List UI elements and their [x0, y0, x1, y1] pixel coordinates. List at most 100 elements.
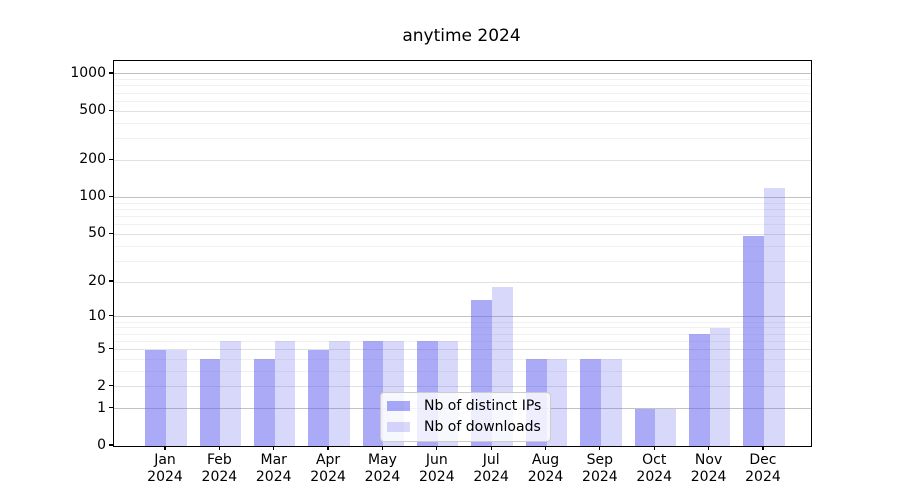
y-tick-label-5: 5 [97, 340, 106, 357]
gridline-200 [114, 159, 811, 161]
gridline-7 [114, 333, 811, 335]
x-tick-dec [762, 446, 764, 450]
gridline-30 [114, 260, 811, 262]
gridline-900 [114, 79, 811, 81]
x-tick-feb [218, 446, 220, 450]
bar-distinct-ips-dec [743, 236, 764, 446]
y-tick-label-100: 100 [79, 188, 106, 205]
bar-distinct-ips-oct [634, 408, 656, 446]
chart-title: anytime 2024 [402, 26, 521, 46]
plot-area [113, 60, 812, 447]
y-tick-label-2: 2 [97, 377, 106, 394]
y-tick-label-20: 20 [88, 273, 106, 290]
gridline-80 [114, 208, 811, 210]
x-tick-may [381, 446, 384, 450]
bar-distinct-ips-nov [688, 334, 710, 446]
x-tick-label-dec: Dec 2024 [745, 452, 781, 485]
bar-downloads-aug [546, 359, 568, 446]
x-tick-mar [273, 446, 275, 450]
bar-distinct-ips-apr [308, 349, 330, 446]
legend-label-downloads: Nb of downloads [424, 419, 541, 435]
x-tick-sep [599, 446, 601, 450]
bar-downloads-jan [166, 349, 187, 446]
legend-swatch-distinct-ips-icon [387, 401, 410, 411]
gridline-5 [114, 349, 811, 350]
x-tick-jun [436, 446, 438, 450]
x-tick-label-apr: Apr 2024 [310, 452, 346, 485]
y-tick-0 [108, 444, 113, 446]
y-tick-50 [108, 232, 113, 234]
legend-item-distinct-ips: Nb of distinct IPs [387, 398, 541, 414]
gridline-500 [114, 110, 811, 112]
gridline-4 [114, 358, 811, 360]
gridline-1000 [114, 73, 811, 75]
legend-item-downloads: Nb of downloads [387, 419, 541, 435]
bar-downloads-sep [600, 359, 622, 446]
gridline-400 [114, 122, 811, 124]
gridline-300 [114, 138, 811, 140]
gridline-800 [114, 85, 811, 87]
bar-downloads-apr [329, 341, 350, 446]
bar-distinct-ips-sep [580, 359, 601, 446]
bar-distinct-ips-jan [145, 349, 166, 446]
x-tick-apr [327, 446, 329, 450]
gridline-100 [114, 196, 811, 198]
x-tick-jan [164, 446, 166, 450]
x-tick-label-sep: Sep 2024 [582, 452, 618, 485]
y-tick-500 [108, 109, 113, 111]
x-tick-aug [544, 446, 547, 450]
x-tick-label-may: May 2024 [364, 452, 401, 485]
x-tick-label-jul: Jul 2024 [473, 452, 509, 485]
bar-distinct-ips-may [362, 341, 384, 446]
gridline-60 [114, 224, 811, 226]
x-tick-label-aug: Aug 2024 [527, 452, 564, 485]
x-tick-oct [653, 446, 655, 450]
gridline-3 [114, 370, 811, 372]
y-tick-label-200: 200 [79, 151, 106, 168]
bar-downloads-oct [655, 408, 676, 446]
gridline-700 [114, 92, 811, 94]
x-tick-jul [490, 446, 492, 450]
x-tick-nov [708, 446, 710, 450]
y-tick-1000 [108, 72, 113, 74]
gridline-70 [114, 215, 811, 217]
x-tick-label-nov: Nov 2024 [690, 452, 727, 485]
bar-distinct-ips-feb [199, 359, 221, 446]
y-tick-100 [108, 195, 113, 198]
x-tick-label-feb: Feb 2024 [201, 452, 238, 485]
x-tick-label-jun: Jun 2024 [418, 452, 455, 485]
y-tick-label-1: 1 [97, 399, 106, 416]
gridline-50 [114, 233, 811, 235]
legend: Nb of distinct IPs Nb of downloads [380, 392, 552, 442]
gridline-600 [114, 100, 811, 102]
x-tick-label-jan: Jan 2024 [147, 452, 183, 485]
y-tick-1 [108, 407, 113, 409]
y-tick-5 [108, 347, 113, 350]
y-tick-20 [108, 280, 113, 282]
bar-downloads-feb [220, 341, 242, 446]
gridline-90 [114, 202, 811, 204]
x-tick-label-oct: Oct 2024 [636, 452, 673, 485]
bar-downloads-nov [709, 327, 731, 446]
legend-swatch-downloads-icon [387, 422, 410, 432]
y-tick-10 [108, 315, 113, 317]
x-tick-label-mar: Mar 2024 [255, 452, 292, 485]
bar-downloads-dec [763, 187, 785, 446]
y-tick-2 [108, 385, 113, 387]
y-tick-label-1000: 1000 [70, 64, 106, 81]
bar-distinct-ips-mar [254, 359, 275, 446]
legend-label-distinct-ips: Nb of distinct IPs [424, 398, 542, 414]
y-tick-label-10: 10 [88, 307, 106, 324]
y-tick-label-0: 0 [97, 437, 106, 453]
bar-downloads-mar [274, 341, 296, 446]
y-tick-label-50: 50 [88, 225, 106, 242]
y-tick-label-500: 500 [79, 102, 106, 119]
gridline-2 [114, 386, 811, 388]
y-tick-200 [108, 158, 113, 160]
gridline-20 [114, 281, 811, 283]
gridline-6 [114, 340, 811, 342]
gridline-9 [114, 321, 811, 323]
gridline-10 [114, 316, 811, 318]
gridline-8 [114, 327, 811, 329]
